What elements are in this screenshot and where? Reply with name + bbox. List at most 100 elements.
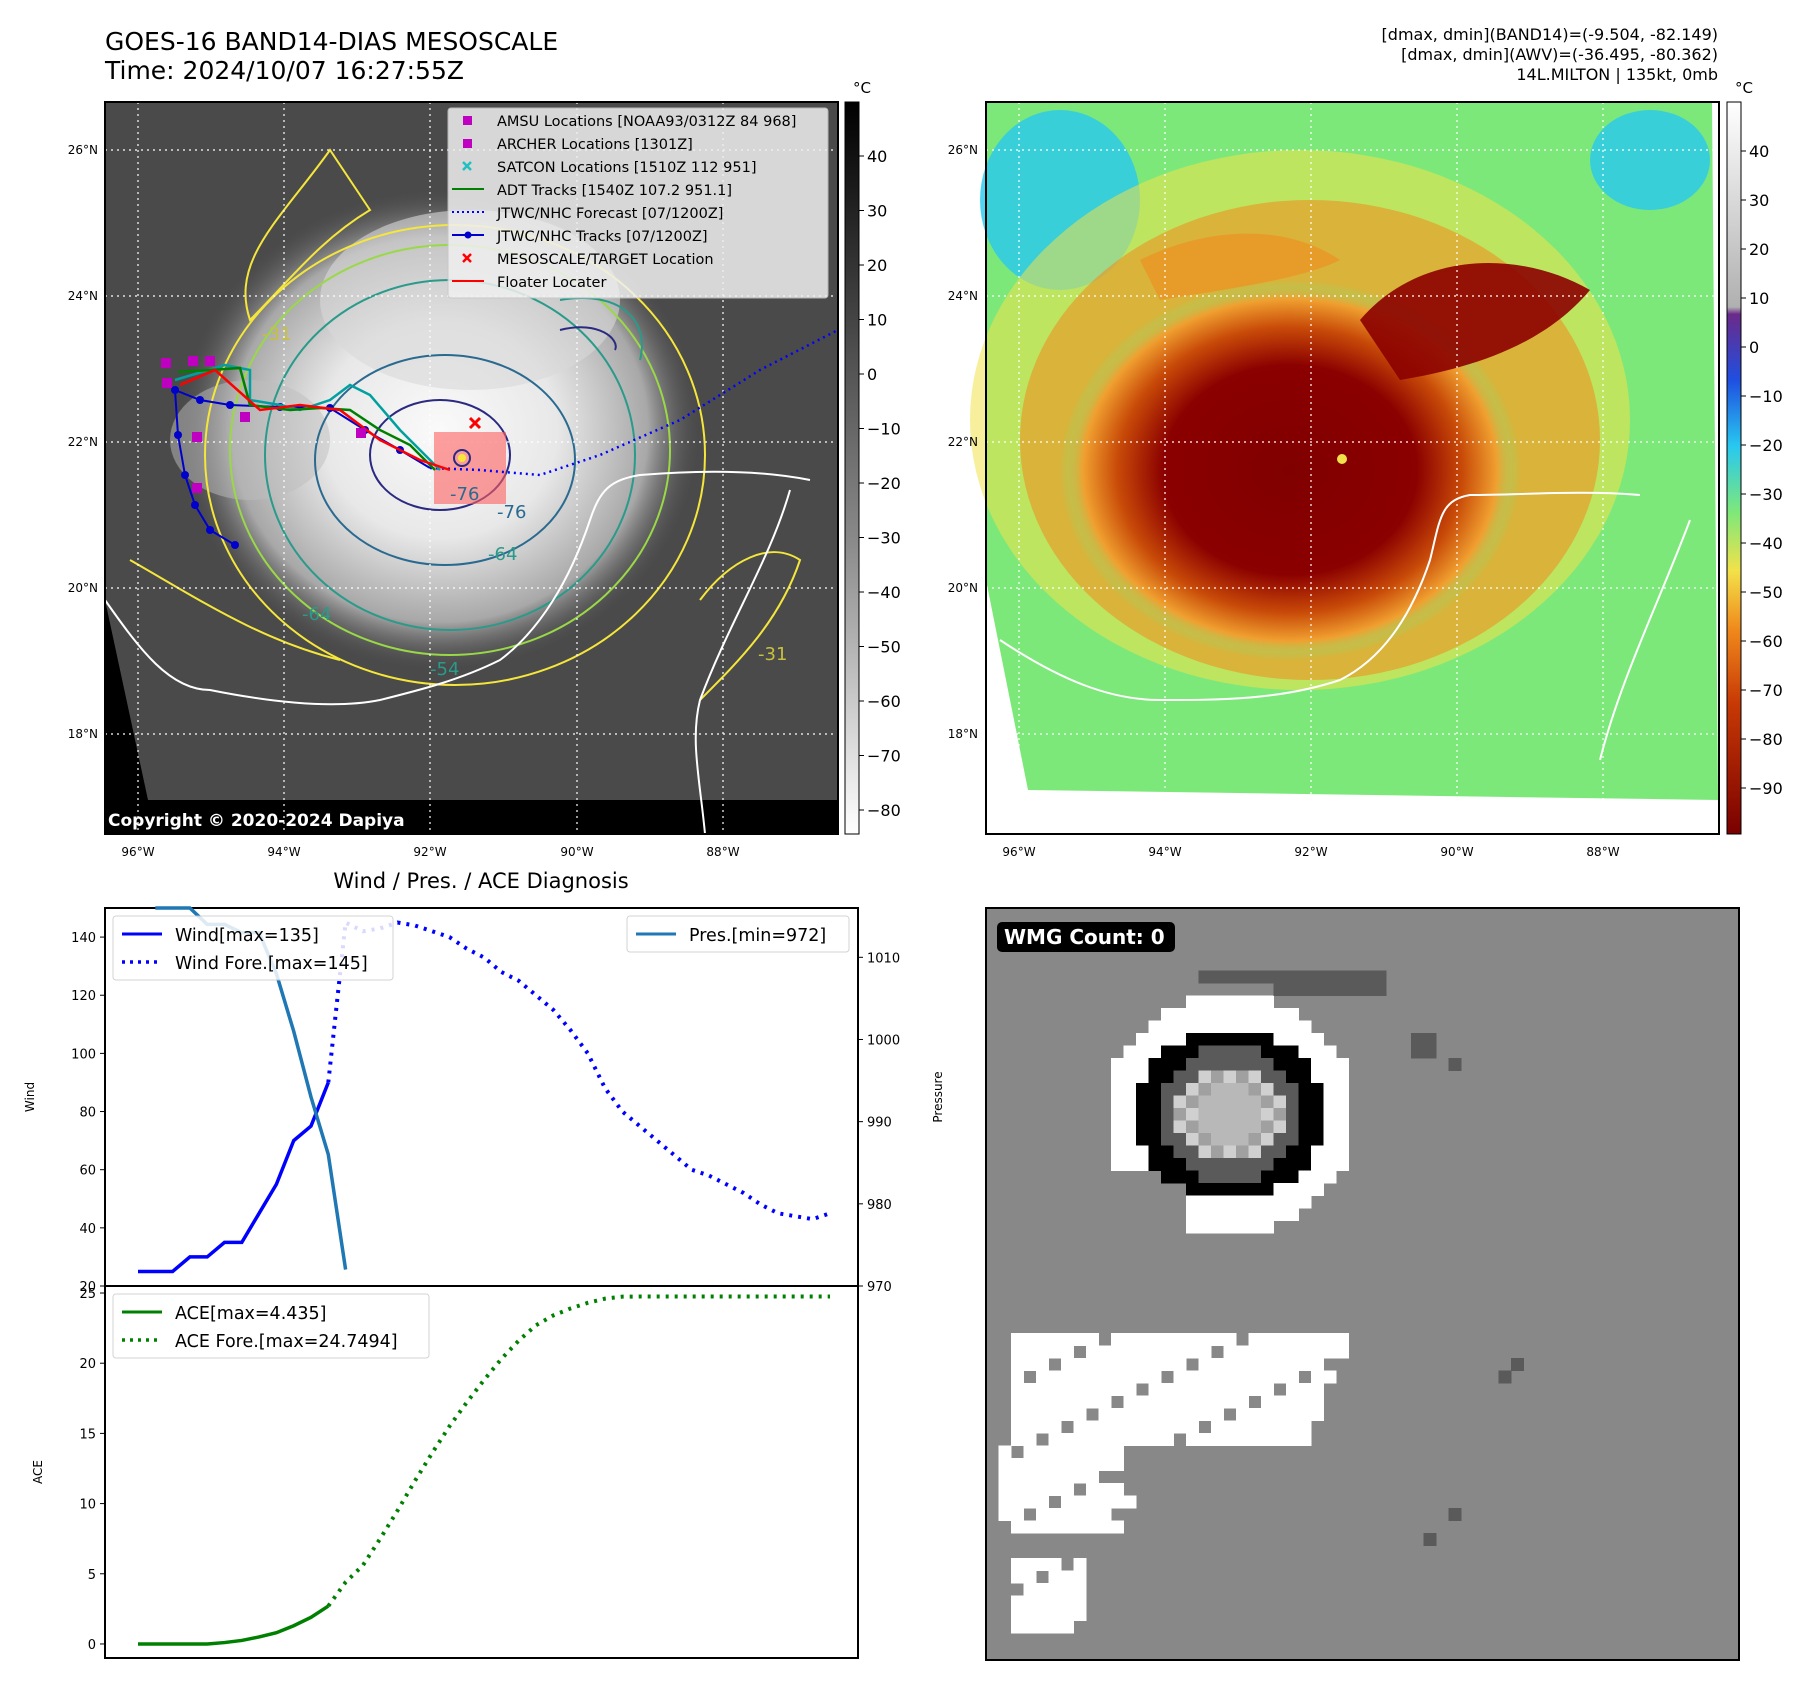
wmg-pixel bbox=[1048, 1345, 1062, 1359]
wmg-pixel bbox=[1036, 1395, 1049, 1409]
wmg-pixel bbox=[1048, 1383, 1062, 1396]
wmg-pixel bbox=[1298, 1033, 1312, 1046]
wmg-pixel bbox=[1148, 1333, 1162, 1346]
diagnosis-title: Wind / Pres. / ACE Diagnosis bbox=[333, 869, 628, 893]
wmg-pixel bbox=[1198, 1358, 1212, 1371]
wmg-pixel bbox=[1298, 1133, 1312, 1146]
wmg-pixel bbox=[1248, 1183, 1262, 1196]
wmg-pixel bbox=[1236, 1408, 1249, 1421]
wmg-pixel bbox=[1298, 1145, 1312, 1159]
wmg-pixel bbox=[1261, 995, 1274, 1009]
legend-label: ADT Tracks [1540Z 107.2 951.1] bbox=[497, 183, 732, 199]
wmg-pixel bbox=[1211, 1208, 1224, 1221]
wmg-pixel bbox=[1261, 1408, 1274, 1421]
wmg-pixel bbox=[1173, 1133, 1187, 1146]
wmg-count-badge: WMG Count: 0 bbox=[1004, 925, 1165, 949]
wmg-pixel bbox=[1061, 1583, 1074, 1596]
wmg-pixel bbox=[1273, 1158, 1287, 1171]
wmg-pixel bbox=[1261, 1170, 1274, 1184]
wmg-pixel bbox=[1136, 1033, 1149, 1046]
wmg-pixel bbox=[1211, 1358, 1224, 1371]
wmg-pixel bbox=[1286, 1170, 1299, 1184]
wmg-pixel bbox=[1236, 1158, 1249, 1171]
wmg-pixel bbox=[1148, 1370, 1162, 1384]
wmg-pixel bbox=[1198, 1333, 1212, 1346]
wmg-pixel bbox=[1236, 1345, 1249, 1359]
wmg-pixel bbox=[1261, 1395, 1274, 1409]
wmg-pixel bbox=[1073, 1520, 1087, 1534]
y-tick-label: 15 bbox=[79, 1427, 96, 1442]
lat-label: 18°N bbox=[68, 727, 98, 741]
wmg-pixel bbox=[1173, 1145, 1187, 1159]
contour-label: -31 bbox=[758, 644, 787, 665]
lon-label: 90°W bbox=[1440, 845, 1473, 859]
wmg-pixel bbox=[1248, 1345, 1262, 1359]
wmg-pixel bbox=[1311, 1333, 1324, 1346]
wmg-pixel bbox=[1073, 1383, 1087, 1396]
wmg-pixel bbox=[1223, 1083, 1237, 1096]
wmg-pixel bbox=[1211, 1120, 1224, 1134]
wmg-pixel bbox=[1273, 1395, 1287, 1409]
wmg-pixel bbox=[1223, 1045, 1237, 1059]
wmg-pixel bbox=[1111, 1520, 1124, 1534]
wmg-pixel bbox=[1136, 1158, 1149, 1171]
wmg-pixel bbox=[1061, 1408, 1074, 1421]
wmg-pixel bbox=[1323, 983, 1337, 996]
wmg-pixel bbox=[1186, 1433, 1199, 1446]
wmg-pixel bbox=[1061, 1595, 1074, 1609]
wmg-pixel bbox=[1023, 1483, 1037, 1496]
wmg-pixel bbox=[1198, 1095, 1212, 1109]
wmg-pixel bbox=[1223, 1420, 1237, 1434]
wmg-pixel bbox=[1073, 1558, 1087, 1571]
legend-label: JTWC/NHC Tracks [07/1200Z] bbox=[496, 229, 708, 245]
wmg-pixel bbox=[1273, 1020, 1287, 1034]
wmg-pixel bbox=[1023, 1570, 1037, 1584]
wmg-pixel bbox=[1123, 1383, 1137, 1396]
colorbar-tick-label: −80 bbox=[1749, 730, 1783, 749]
wmg-pixel bbox=[1236, 1395, 1249, 1409]
wmg-pixel bbox=[1198, 1108, 1212, 1121]
wmg-pixel bbox=[1086, 1495, 1099, 1509]
legend-entry: AMSU Locations [NOAA93/0312Z 84 968] bbox=[463, 114, 796, 130]
wmg-pixel bbox=[1036, 1420, 1049, 1434]
stats-band14: [dmax, dmin](BAND14)=(-9.504, -82.149) bbox=[1382, 25, 1718, 44]
wmg-pixel bbox=[1198, 1433, 1212, 1446]
wmg-pixel bbox=[1261, 1195, 1274, 1209]
wmg-pixel bbox=[1286, 1195, 1299, 1209]
wmg-pixel bbox=[1136, 1433, 1149, 1446]
wmg-pixel-field bbox=[998, 970, 1524, 1634]
wmg-pixel bbox=[1186, 1070, 1199, 1084]
wmg-pixel bbox=[1286, 1345, 1299, 1359]
wmg-pixel bbox=[1186, 1208, 1199, 1221]
wmg-pixel bbox=[1023, 1445, 1037, 1459]
wmg-pixel bbox=[1248, 1370, 1262, 1384]
wmg-pixel bbox=[1198, 1370, 1212, 1384]
wmg-pixel bbox=[1186, 1408, 1199, 1421]
wmg-pixel bbox=[1086, 1420, 1099, 1434]
colorbar-tick-label: −20 bbox=[867, 474, 901, 493]
wmg-pixel bbox=[1036, 1333, 1049, 1346]
lon-label: 94°W bbox=[267, 845, 300, 859]
wmg-pixel bbox=[1311, 983, 1324, 996]
legend-label: Wind Fore.[max=145] bbox=[175, 954, 368, 974]
wmg-pixel bbox=[1048, 1608, 1062, 1621]
wmg-pixel bbox=[1311, 1383, 1324, 1396]
wmg-pixel bbox=[1198, 995, 1212, 1009]
wmg-pixel bbox=[1073, 1495, 1087, 1509]
awv-map-lat-labels: 26°N 24°N 22°N 20°N 18°N bbox=[948, 143, 978, 741]
wmg-pixel bbox=[1173, 1045, 1187, 1059]
wmg-pixel bbox=[1011, 1608, 1024, 1621]
wmg-pixel bbox=[1048, 1520, 1062, 1534]
wmg-pixel bbox=[1311, 1083, 1324, 1096]
wmg-pixel bbox=[1098, 1358, 1112, 1371]
wmg-pixel bbox=[1336, 1095, 1349, 1109]
wmg-pixel bbox=[1261, 1433, 1274, 1446]
contour-label: -76 bbox=[497, 502, 526, 523]
wmg-pixel bbox=[1111, 1108, 1124, 1121]
wmg-pixel bbox=[1211, 1170, 1224, 1184]
wmg-pixel bbox=[1286, 970, 1299, 984]
wmg-pixel bbox=[1211, 1220, 1224, 1234]
wmg-pixel bbox=[1061, 1345, 1074, 1359]
y-tick-label: 120 bbox=[71, 989, 96, 1004]
wmg-pixel bbox=[1336, 1133, 1349, 1146]
